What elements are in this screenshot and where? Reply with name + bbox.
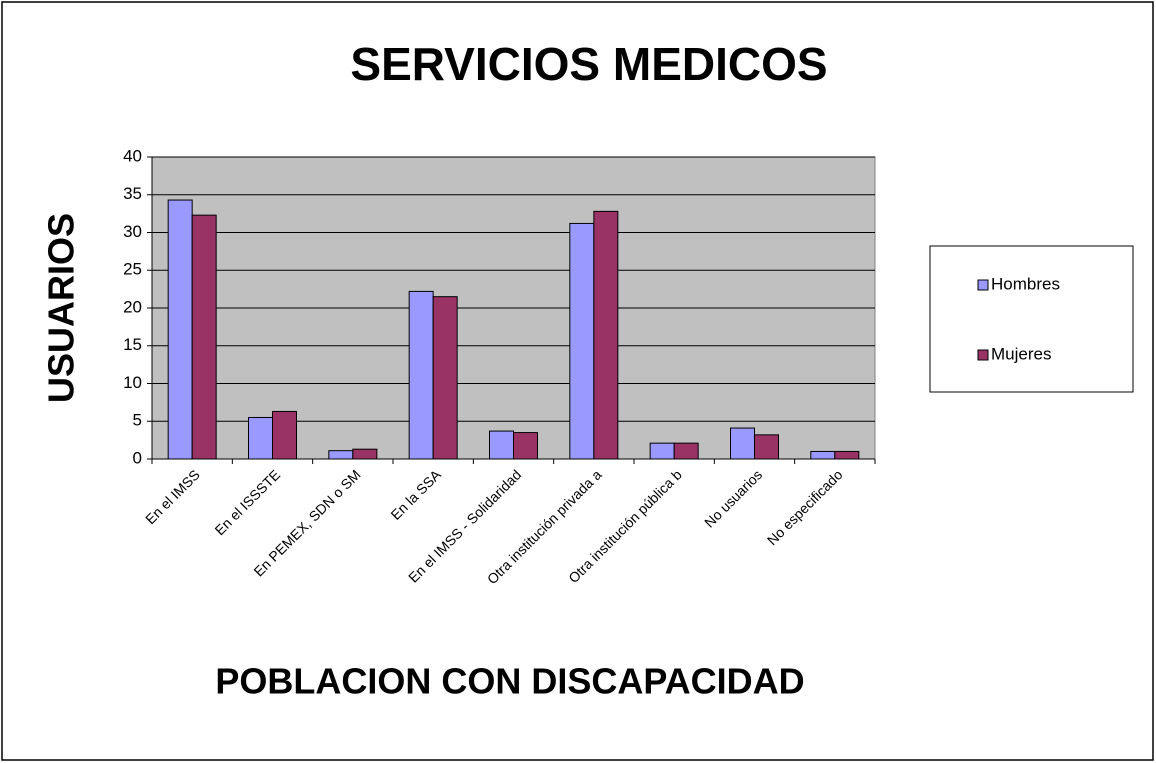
bar: [649, 442, 675, 460]
chart-title: SERVICIOS MEDICOS: [350, 38, 827, 90]
y-tick-label: 40: [123, 146, 142, 165]
y-tick-label: 15: [123, 335, 142, 354]
bar: [248, 416, 273, 460]
bar: [328, 450, 354, 460]
bar: [352, 448, 378, 460]
bar: [810, 450, 836, 460]
y-tick-label: 25: [123, 260, 142, 279]
bar: [754, 434, 779, 460]
y-tick-label: 0: [133, 448, 142, 467]
bar: [673, 442, 699, 460]
y-tick-label: 5: [133, 411, 142, 430]
y-tick-label: 35: [123, 184, 142, 203]
legend-swatch: [977, 279, 989, 291]
legend-box: [929, 245, 1134, 393]
bar: [730, 427, 755, 460]
legend-label: Mujeres: [991, 344, 1051, 363]
bar: [489, 430, 514, 460]
bar: [569, 222, 595, 460]
bar: [513, 432, 538, 460]
legend-label: Hombres: [991, 274, 1060, 293]
bar: [167, 199, 193, 460]
bar: [272, 410, 297, 460]
y-tick-label: 20: [123, 297, 142, 316]
legend-swatch: [977, 349, 989, 361]
bar: [834, 450, 860, 460]
bar: [593, 210, 619, 460]
bar: [432, 296, 458, 460]
y-tick-label: 30: [123, 222, 142, 241]
bar: [191, 214, 217, 460]
x-axis-label: POBLACION CON DISCAPACIDAD: [215, 661, 804, 702]
bar: [408, 290, 434, 460]
y-tick-label: 10: [123, 373, 142, 392]
y-axis-label: USUARIOS: [41, 213, 82, 403]
